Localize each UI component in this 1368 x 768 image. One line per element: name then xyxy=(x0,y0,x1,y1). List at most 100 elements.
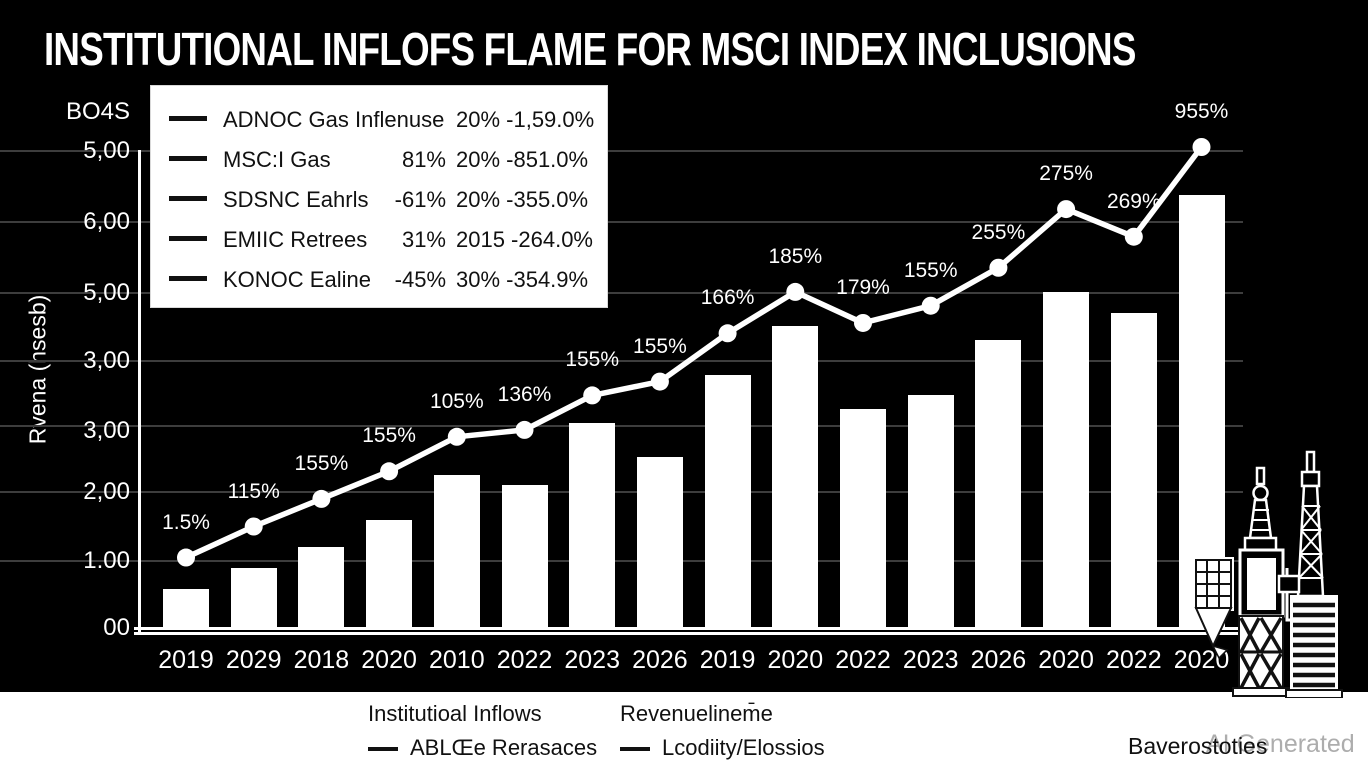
x-tick-label: 2029 xyxy=(225,646,282,674)
legend-entry-value-2: 20% -1,59.0% xyxy=(456,107,595,132)
bottom-legend-item-2: Lcodiity/Elossios xyxy=(620,735,825,761)
y-tick-label: 1.00 xyxy=(83,547,130,574)
gridline xyxy=(0,150,1243,152)
bar xyxy=(501,485,548,630)
bar xyxy=(907,395,954,630)
y-tick-label: 00 xyxy=(103,614,130,641)
line-marker xyxy=(650,372,669,391)
x-tick-label: 2026 xyxy=(970,646,1027,674)
bar xyxy=(704,375,751,630)
bottom-legend-strip xyxy=(0,692,1368,768)
legend-entry-name: SDSNC Eahrls xyxy=(223,187,369,212)
x-tick-label: 2010 xyxy=(428,646,485,674)
x-tick-label: 2019 xyxy=(158,646,214,674)
bar xyxy=(298,547,345,630)
line-marker xyxy=(380,462,399,481)
bottom-legend-item-1-label: ABLŒe Rerasaces xyxy=(410,735,598,760)
legend-row: KONOC Ealine -45% 30% -354.9% xyxy=(151,259,607,299)
bar xyxy=(366,520,413,630)
line-path xyxy=(184,145,1204,561)
line-marker xyxy=(1057,200,1076,219)
point-label: 105% xyxy=(429,389,484,413)
point-label: 185% xyxy=(768,244,823,268)
legend-dash-icon xyxy=(169,276,207,281)
bottom-legend-right-text: Baverostoties xyxy=(1128,733,1268,759)
x-tick-label: 2020 xyxy=(361,646,417,674)
legend-entry-name: EMIIC Retrees xyxy=(223,227,368,252)
y-axis-spine xyxy=(138,150,141,633)
gridline xyxy=(0,425,1243,427)
legend-row: MSC:I Gas 81% 20% -851.0% xyxy=(151,139,607,179)
x-tick-label: 2022 xyxy=(835,646,891,674)
legend-row: ADNOC Gas Inflenuse 20% -1,59.0% xyxy=(151,99,607,139)
oil-rig-illustration xyxy=(1193,450,1343,698)
bottom-legend-title-1: Institutioal Inflows xyxy=(368,701,542,726)
line-marker xyxy=(312,489,331,508)
bottom-legend-item-2-label: Lcodiity/Elossios xyxy=(662,735,825,760)
point-label: 115% xyxy=(227,479,280,503)
bar xyxy=(636,457,683,630)
x-tick-label: 2022 xyxy=(1105,646,1162,674)
bar xyxy=(163,589,209,630)
line-marker xyxy=(447,427,466,446)
legend-entry-value-2: 30% -354.9% xyxy=(456,267,589,292)
bar xyxy=(1110,313,1157,630)
bar xyxy=(230,568,277,630)
x-tick-label: 2019 xyxy=(699,646,756,674)
x-axis-line xyxy=(134,627,1244,630)
line-marker xyxy=(515,420,534,439)
legend-dash-icon xyxy=(169,196,207,201)
legend-entry-value-2: 2015 -264.0% xyxy=(456,227,593,252)
point-label: 155% xyxy=(633,334,687,358)
line-marker xyxy=(1124,227,1143,246)
legend-dash-icon xyxy=(169,116,207,121)
line-marker xyxy=(177,548,195,567)
point-label: 166% xyxy=(700,286,755,310)
line-marker xyxy=(244,517,263,536)
line-marker xyxy=(583,386,602,405)
y-tick-label: BO4S xyxy=(65,98,130,125)
legend-entry-name: MSC:I Gas xyxy=(223,147,331,172)
point-label: 179% xyxy=(836,275,890,299)
y-tick-label: 2,00 xyxy=(83,478,130,505)
legend-entry-name: ADNOC Gas Inflenuse xyxy=(223,107,445,132)
bar xyxy=(975,340,1022,630)
point-label: 155% xyxy=(565,348,620,372)
gridline xyxy=(0,292,1243,294)
line-marker xyxy=(1192,138,1211,156)
x-tick-label: 2022 xyxy=(496,646,553,674)
bar xyxy=(1043,292,1090,630)
bar xyxy=(569,423,616,630)
point-label: 275% xyxy=(1039,162,1093,186)
x-tick-label: 2023 xyxy=(902,646,959,674)
y-tick-label: 3,00 xyxy=(83,417,130,444)
legend-box: ADNOC Gas Inflenuse 20% -1,59.0% MSC:I Gas… xyxy=(150,85,608,308)
legend-entry-value-1: 81% xyxy=(401,147,446,172)
line-marker xyxy=(854,313,872,332)
legend-dash-icon xyxy=(169,236,207,241)
gridline xyxy=(0,491,1243,493)
legend-entry-value-1: 31% xyxy=(401,227,446,252)
gridline xyxy=(0,560,1243,562)
page-title: INSTITUTIONAL INFLOFS FLAME FOR MSCI IND… xyxy=(44,23,1136,75)
x-axis-line-shadow xyxy=(134,632,1244,635)
legend-row: EMIIC Retrees 31% 2015 -264.0% xyxy=(151,219,607,259)
legend-entry-value-1: -45% xyxy=(394,267,446,292)
bar xyxy=(433,475,480,630)
x-tick-label: 2026 xyxy=(632,646,688,674)
gridline xyxy=(0,221,1243,223)
x-tick-label: 2020 xyxy=(767,646,824,674)
gridline xyxy=(0,360,1243,362)
legend-row: SDSNC Eahrls -61% 20% -355.0% xyxy=(151,179,607,219)
bottom-legend-title-2: Revenuelinem̄e xyxy=(620,701,773,726)
ai-generated-watermark: AI Generated xyxy=(1206,730,1355,758)
legend-entry-value-1: -61% xyxy=(394,187,446,212)
bar xyxy=(840,409,886,630)
point-label: 155% xyxy=(362,424,416,448)
bottom-legend-item-1: ABLŒe Rerasaces xyxy=(368,735,597,761)
legend-entry-name: KONOC Ealine xyxy=(223,267,371,292)
line-marker xyxy=(989,258,1008,277)
legend-entry-value-2: 20% -355.0% xyxy=(456,187,589,212)
